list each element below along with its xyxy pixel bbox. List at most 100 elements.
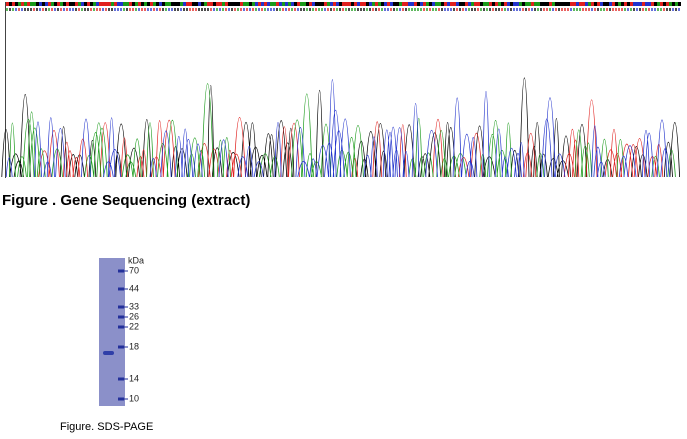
base-call — [477, 8, 479, 11]
base-call — [171, 8, 173, 11]
base-call — [324, 8, 326, 11]
sequence-strip — [531, 2, 534, 6]
base-call — [63, 8, 65, 11]
base-call — [333, 8, 335, 11]
base-call — [606, 8, 608, 11]
sequence-strip — [450, 2, 453, 6]
sequence-strip — [108, 2, 111, 6]
base-call — [480, 8, 482, 11]
sequence-strip — [252, 2, 255, 6]
base-call — [366, 8, 368, 11]
sequence-strip — [81, 2, 84, 6]
base-call — [387, 8, 389, 11]
sequence-strip — [126, 2, 129, 6]
sequence-strip — [474, 2, 477, 6]
sequence-strip — [309, 2, 312, 6]
sequence-strip — [270, 2, 273, 6]
marker-band — [118, 397, 124, 401]
sequence-strip — [123, 2, 126, 6]
sequence-strip — [276, 2, 279, 6]
sequence-strip — [321, 2, 324, 6]
sequence-strip — [240, 2, 243, 6]
base-call — [231, 8, 233, 11]
base-call — [393, 8, 395, 11]
sequence-strip — [486, 2, 489, 6]
base-call — [363, 8, 365, 11]
base-call — [459, 8, 461, 11]
sequence-strip — [297, 2, 300, 6]
base-call — [675, 8, 677, 11]
base-call — [144, 8, 146, 11]
sequence-strip — [267, 2, 270, 6]
sequence-strip — [459, 2, 462, 6]
marker-band — [118, 315, 124, 319]
sequence-strip — [405, 2, 408, 6]
base-call — [255, 8, 257, 11]
sequence-strip — [360, 2, 363, 6]
sequence-strip — [333, 2, 336, 6]
base-call — [504, 8, 506, 11]
sequence-strip — [69, 2, 72, 6]
base-call — [216, 8, 218, 11]
sequence-strip — [357, 2, 360, 6]
sequence-strip — [300, 2, 303, 6]
base-call — [507, 8, 509, 11]
base-call — [423, 8, 425, 11]
base-call — [447, 8, 449, 11]
base-call — [321, 8, 323, 11]
base-call — [564, 8, 566, 11]
base-call — [105, 8, 107, 11]
base-call — [522, 8, 524, 11]
base-call — [435, 8, 437, 11]
sequence-strip — [264, 2, 267, 6]
base-call — [270, 8, 272, 11]
base-call — [561, 8, 563, 11]
base-call — [678, 8, 680, 11]
base-call — [486, 8, 488, 11]
sequence-strip — [483, 2, 486, 6]
base-call — [279, 8, 281, 11]
sequence-strip — [615, 2, 618, 6]
sequence-strip — [180, 2, 183, 6]
base-call — [426, 8, 428, 11]
base-call — [594, 8, 596, 11]
gel-lane — [99, 258, 125, 406]
base-call — [630, 8, 632, 11]
sequence-strip — [447, 2, 450, 6]
sequence-strip — [102, 2, 105, 6]
base-call — [639, 8, 641, 11]
sequence-strip — [93, 2, 96, 6]
sequence-strip — [12, 2, 15, 6]
base-call — [528, 8, 530, 11]
base-call — [627, 8, 629, 11]
base-call — [72, 8, 74, 11]
base-call — [198, 8, 200, 11]
marker-band — [118, 345, 124, 349]
sequence-strip — [117, 2, 120, 6]
base-call — [519, 8, 521, 11]
base-call — [483, 8, 485, 11]
base-call — [597, 8, 599, 11]
base-call — [384, 8, 386, 11]
sequence-strip — [543, 2, 546, 6]
base-call — [246, 8, 248, 11]
base-call — [582, 8, 584, 11]
base-call — [381, 8, 383, 11]
base-call — [351, 8, 353, 11]
base-call — [612, 8, 614, 11]
sequence-strip — [597, 2, 600, 6]
sequence-strip — [39, 2, 42, 6]
marker-label: 22 — [129, 321, 139, 331]
sequence-strip — [510, 2, 513, 6]
sequence-strip — [657, 2, 660, 6]
base-call — [357, 8, 359, 11]
sequence-strip — [480, 2, 483, 6]
base-call — [147, 8, 149, 11]
base-call — [237, 8, 239, 11]
base-call — [420, 8, 422, 11]
sequence-strip — [471, 2, 474, 6]
base-call — [54, 8, 56, 11]
base-call — [117, 8, 119, 11]
sequence-strip — [195, 2, 198, 6]
